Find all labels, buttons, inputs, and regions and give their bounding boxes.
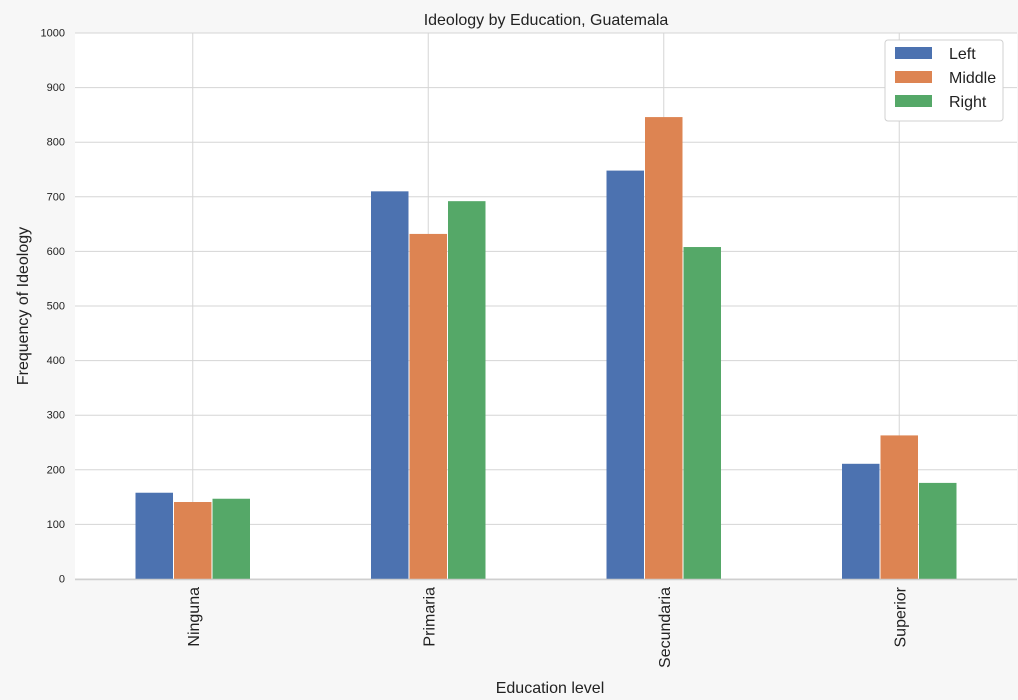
x-axis-label: Education level: [496, 680, 605, 697]
legend-swatch-left: [895, 47, 932, 59]
y-tick-label: 1000: [41, 28, 65, 40]
legend-label-middle: Middle: [949, 70, 996, 87]
legend-swatch-middle: [895, 71, 932, 83]
bar-right-secundaria: [683, 247, 721, 580]
y-tick-label: 200: [47, 464, 65, 476]
x-tick-label: Ninguna: [186, 587, 203, 647]
y-tick-label: 100: [47, 519, 65, 531]
legend-label-left: Left: [949, 46, 976, 63]
bar-middle-secundaria: [645, 117, 683, 580]
bar-middle-superior: [880, 435, 918, 579]
y-tick-label: 500: [47, 301, 65, 313]
x-tick-label: Secundaria: [657, 587, 674, 668]
bar-middle-ninguna: [174, 502, 212, 579]
y-tick-label: 300: [47, 410, 65, 422]
y-tick-label: 800: [47, 137, 65, 149]
legend-label-right: Right: [949, 94, 987, 111]
legend-swatch-right: [895, 95, 932, 107]
bar-right-superior: [919, 482, 957, 579]
y-tick-label: 900: [47, 82, 65, 94]
bar-middle-primaria: [409, 233, 447, 580]
x-tick-label: Primaria: [421, 587, 438, 647]
x-tick-label: Superior: [892, 586, 909, 647]
legend: Left Middle Right: [884, 39, 1004, 122]
bar-left-superior: [842, 463, 880, 579]
y-tick-label: 400: [47, 355, 65, 367]
bar-left-primaria: [371, 191, 409, 579]
chart-title: Ideology by Education, Guatemala: [424, 12, 669, 29]
bar-right-primaria: [448, 201, 486, 579]
x-tick-labels: Ninguna Primaria Secundaria Superior: [186, 586, 910, 668]
grid-lines: [75, 32, 1017, 580]
bar-right-ninguna: [212, 498, 250, 579]
bar-left-secundaria: [606, 170, 644, 580]
y-tick-label: 0: [59, 574, 65, 586]
bar-left-ninguna: [135, 492, 173, 579]
y-tick-label: 600: [47, 246, 65, 258]
y-tick-labels: 0 100 200 300 400 500 600 700 800 900 1000: [41, 28, 65, 586]
y-tick-label: 700: [47, 191, 65, 203]
y-axis-label: Frequency of Ideology: [15, 227, 32, 385]
bars: [135, 117, 957, 580]
